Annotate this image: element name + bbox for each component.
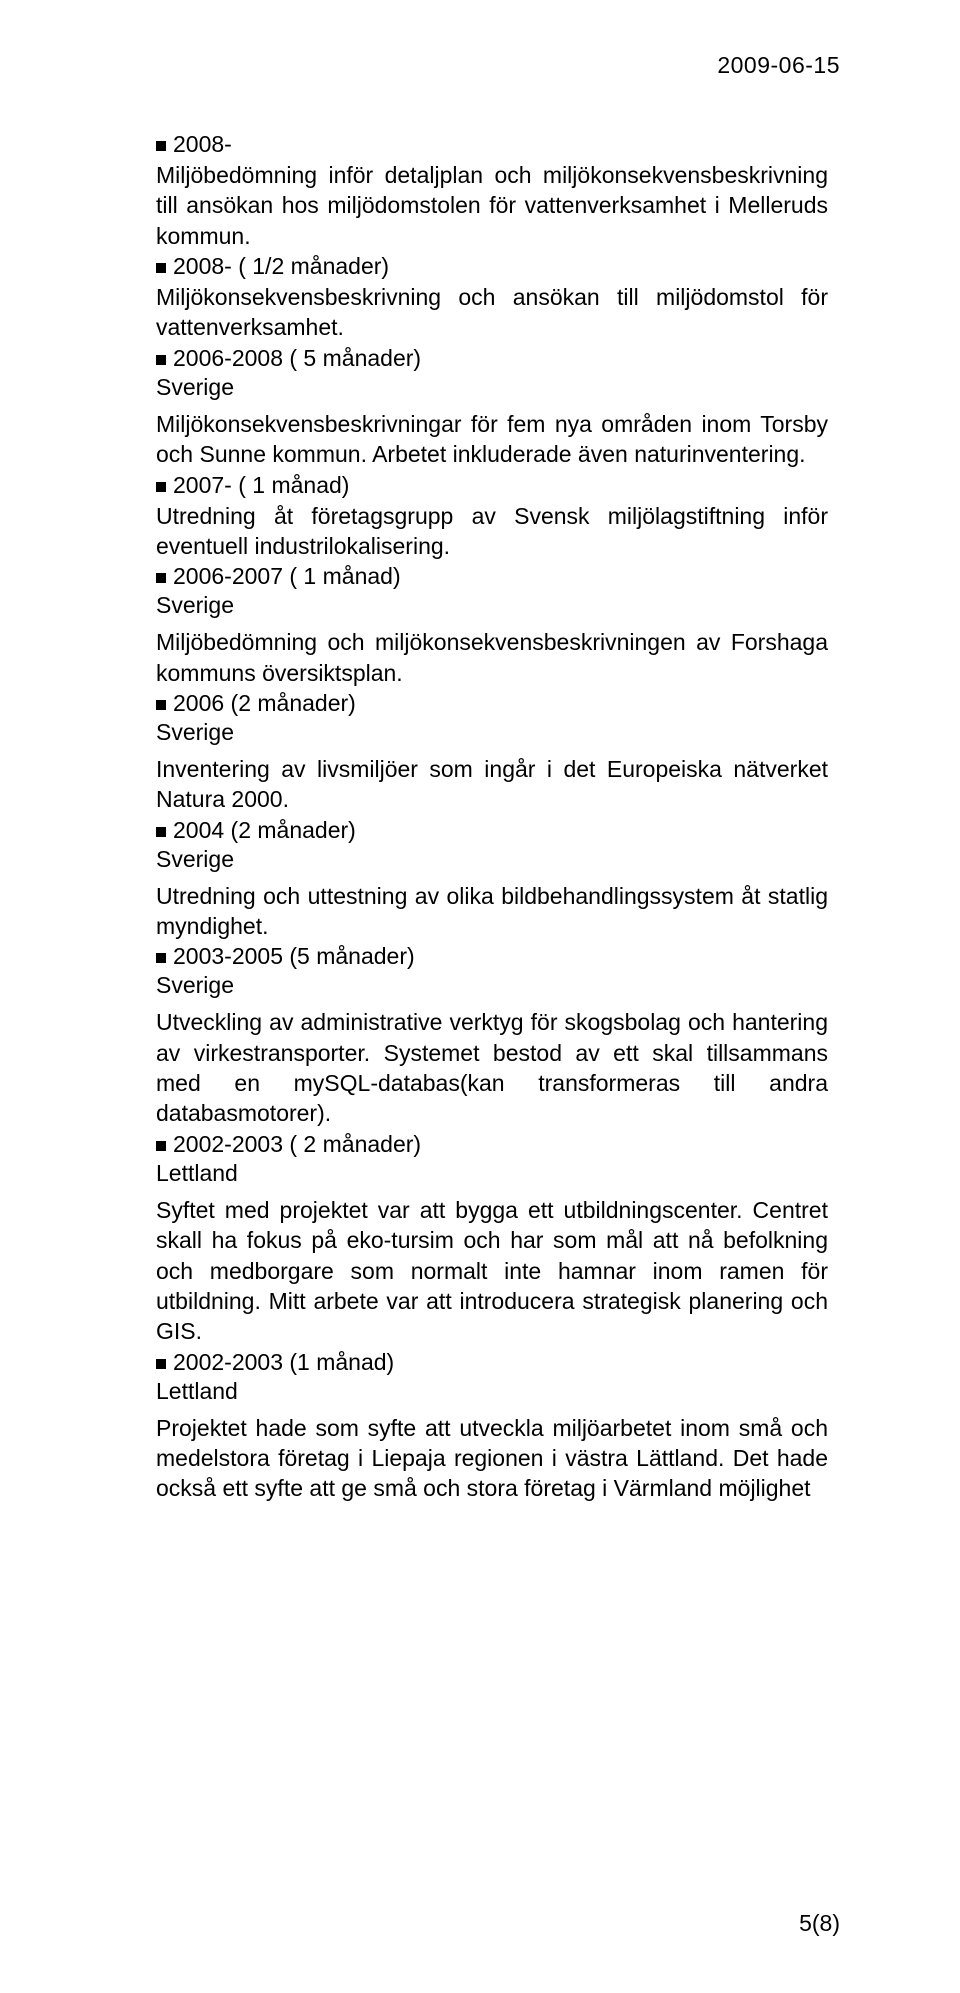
entry-period: 2007- ( 1 månad) [173,472,349,499]
entry-period-line: 2002-2003 (1 månad) [156,1349,828,1376]
entry: 2004 (2 månader)Sverige Utredning och utt… [156,817,828,942]
square-bullet-icon [156,1141,166,1151]
document-page: 2009-06-15 2008-Miljöbedömning inför det… [0,0,960,1504]
square-bullet-icon [156,355,166,365]
square-bullet-icon [156,700,166,710]
entry-country: Lettland [156,1160,828,1187]
square-bullet-icon [156,953,166,963]
entry-description: Miljökonsekvensbeskrivning och ansökan t… [156,282,828,343]
entry-description: Miljöbedömning inför detaljplan och milj… [156,160,828,251]
entry-country: Sverige [156,972,828,999]
entry-period: 2006-2007 ( 1 månad) [173,563,401,590]
entry-description: Miljöbedömning och miljökonsekvensbeskri… [156,627,828,688]
entry-description: Inventering av livsmiljöer som ingår i d… [156,754,828,815]
page-number: 5(8) [799,1910,840,1937]
entry-period-line: 2004 (2 månader) [156,817,828,844]
square-bullet-icon [156,827,166,837]
square-bullet-icon [156,141,166,151]
entry-description: Projektet hade som syfte att utveckla mi… [156,1413,828,1504]
entry-period: 2003-2005 (5 månader) [173,943,415,970]
entry: 2008- ( 1/2 månader)Miljökonsekvensbeskr… [156,253,828,343]
entry-description: Utredning åt företagsgrupp av Svensk mil… [156,501,828,562]
entry: 2006-2007 ( 1 månad)Sverige Miljöbedömnin… [156,563,828,688]
entry-country: Lettland [156,1378,828,1405]
entry-country: Sverige [156,846,828,873]
entry-period-line: 2007- ( 1 månad) [156,472,828,499]
entry: 2008-Miljöbedömning inför detaljplan och… [156,131,828,251]
date-header: 2009-06-15 [156,52,840,79]
entry-description: Utredning och uttestning av olika bildbe… [156,881,828,942]
entry-period: 2008- ( 1/2 månader) [173,253,389,280]
entry-period: 2004 (2 månader) [173,817,356,844]
entry-period-line: 2002-2003 ( 2 månader) [156,1131,828,1158]
entry-period: 2002-2003 ( 2 månader) [173,1131,421,1158]
entries-list: 2008-Miljöbedömning inför detaljplan och… [156,131,828,1504]
entry-country: Sverige [156,592,828,619]
entry-country: Sverige [156,374,828,401]
entry-description: Miljökonsekvensbeskrivningar för fem nya… [156,409,828,470]
entry-period: 2008- [173,131,232,158]
entry-period-line: 2008- ( 1/2 månader) [156,253,828,280]
entry: 2003-2005 (5 månader)Sverige Utveckling a… [156,943,828,1128]
entry: 2006-2008 ( 5 månader)Sverige Miljökonsek… [156,345,828,470]
entry-period-line: 2006-2008 ( 5 månader) [156,345,828,372]
entry-period: 2006 (2 månader) [173,690,356,717]
square-bullet-icon [156,482,166,492]
entry-description: Utveckling av administrative verktyg för… [156,1007,828,1128]
entry-period-line: 2008- [156,131,828,158]
entry-description: Syftet med projektet var att bygga ett u… [156,1195,828,1347]
square-bullet-icon [156,263,166,273]
entry-country: Sverige [156,719,828,746]
square-bullet-icon [156,1359,166,1369]
entry: 2002-2003 ( 2 månader)Lettland Syftet med… [156,1131,828,1347]
square-bullet-icon [156,573,166,583]
entry-period-line: 2006 (2 månader) [156,690,828,717]
entry: 2007- ( 1 månad)Utredning åt företagsgru… [156,472,828,562]
entry-period: 2006-2008 ( 5 månader) [173,345,421,372]
entry: 2006 (2 månader)Sverige Inventering av li… [156,690,828,815]
entry: 2002-2003 (1 månad)Lettland Projektet had… [156,1349,828,1504]
entry-period: 2002-2003 (1 månad) [173,1349,394,1376]
entry-period-line: 2003-2005 (5 månader) [156,943,828,970]
entry-period-line: 2006-2007 ( 1 månad) [156,563,828,590]
